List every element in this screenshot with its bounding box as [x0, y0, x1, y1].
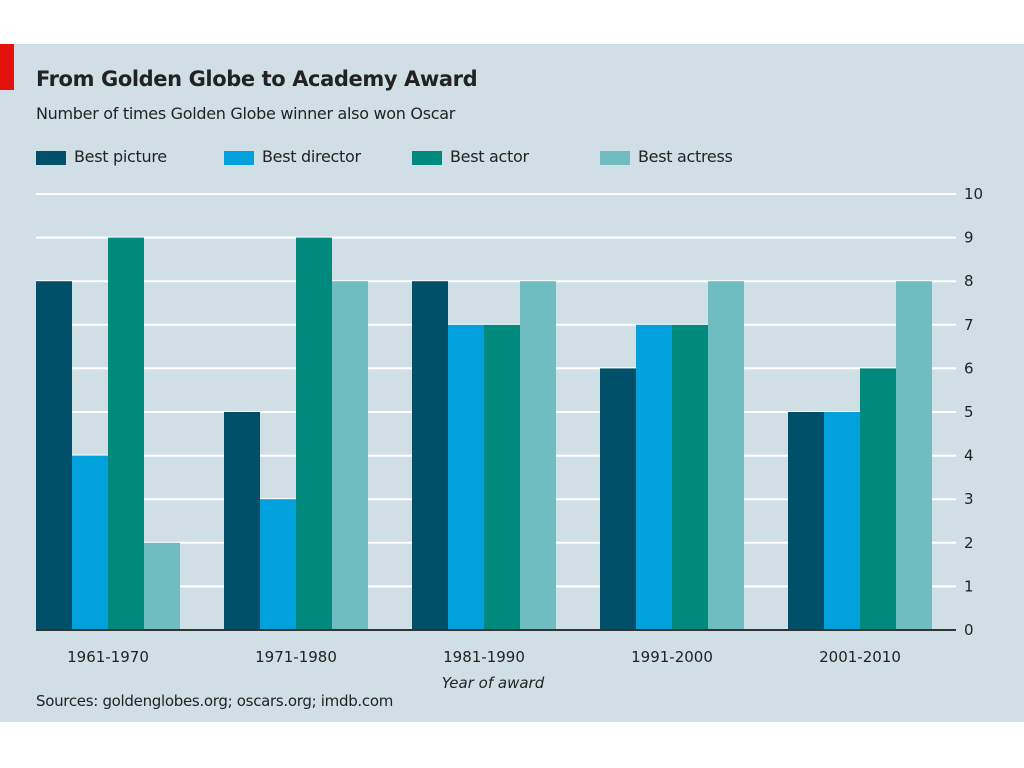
red-accent-tab: [0, 44, 14, 90]
y-tick-label: 9: [964, 229, 974, 247]
bar-best-actor: [672, 324, 708, 630]
x-tick-label: 1961-1970: [67, 648, 149, 666]
y-tick-label: 2: [964, 534, 974, 552]
bar-best-actor: [108, 237, 144, 630]
bar-best-picture: [36, 281, 72, 630]
legend-label: Best actress: [638, 147, 733, 166]
y-tick-label: 10: [964, 185, 983, 203]
bar-best-director: [824, 412, 860, 630]
legend-swatch: [224, 151, 254, 165]
chart-panel: From Golden Globe to Academy Award Numbe…: [0, 44, 1024, 722]
bar-best-actress: [332, 281, 368, 630]
source-note: Sources: goldenglobes.org; oscars.org; i…: [36, 692, 394, 710]
legend-swatch: [600, 151, 630, 165]
bar-best-actress: [896, 281, 932, 630]
bar-best-director: [260, 499, 296, 630]
bar-best-actor: [296, 237, 332, 630]
bar-best-picture: [412, 281, 448, 630]
y-tick-label: 0: [964, 621, 974, 639]
x-tick-label: 1971-1980: [255, 648, 337, 666]
bar-best-picture: [788, 412, 824, 630]
x-tick-label: 2001-2010: [819, 648, 901, 666]
bar-chart: 0 1 2 3 4 5 6 7 8 9 10 1961-1970 1971-1980 1981-1990 1…: [36, 185, 983, 692]
y-tick-label: 6: [964, 359, 974, 377]
bar-best-director: [636, 324, 672, 630]
bar-best-actor: [484, 324, 520, 630]
legend-swatch: [412, 151, 442, 165]
legend-swatch: [36, 151, 66, 165]
bar-best-director: [72, 455, 108, 630]
bar-best-picture: [224, 412, 260, 630]
bar-best-picture: [600, 368, 636, 630]
y-tick-label: 3: [964, 490, 974, 508]
y-tick-label: 8: [964, 272, 974, 290]
legend-label: Best picture: [74, 147, 167, 166]
y-tick-label: 1: [964, 577, 974, 595]
x-tick-label: 1991-2000: [631, 648, 713, 666]
chart-subtitle: Number of times Golden Globe winner also…: [36, 104, 456, 123]
legend-label: Best director: [262, 147, 361, 166]
y-tick-label: 5: [964, 403, 974, 421]
y-tick-label: 7: [964, 316, 974, 334]
bar-best-actress: [708, 281, 744, 630]
bar-best-actor: [860, 368, 896, 630]
x-axis-label: Year of award: [442, 674, 545, 692]
chart-title: From Golden Globe to Academy Award: [36, 67, 478, 91]
legend-label: Best actor: [450, 147, 529, 166]
bar-best-actress: [144, 542, 180, 630]
x-tick-label: 1981-1990: [443, 648, 525, 666]
bar-best-director: [448, 324, 484, 630]
y-tick-label: 4: [964, 447, 974, 465]
bar-best-actress: [520, 281, 556, 630]
